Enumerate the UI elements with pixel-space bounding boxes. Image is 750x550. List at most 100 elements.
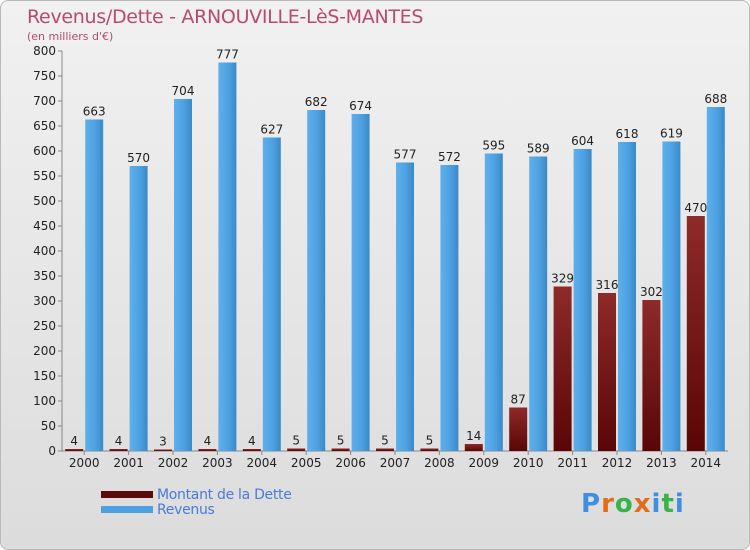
x-tick-label: 2007 (380, 456, 411, 470)
bar-dette (109, 449, 128, 451)
y-tick-label: 250 (33, 319, 56, 333)
data-label-dette: 5 (292, 434, 300, 448)
bar-dette (242, 449, 261, 451)
bar-revenus (218, 62, 237, 451)
x-tick-label: 2005 (291, 456, 322, 470)
data-label-dette: 5 (381, 434, 389, 448)
data-label-revenus: 663 (83, 105, 106, 119)
bar-revenus (307, 110, 326, 451)
bar-revenus (618, 142, 636, 451)
x-tick-label: 2000 (69, 456, 100, 470)
proxiti-logo: Proxiti (581, 489, 685, 519)
logo-letter: r (601, 489, 615, 519)
bar-revenus (662, 141, 681, 451)
data-label-dette: 470 (684, 201, 707, 215)
data-label-dette: 4 (248, 434, 256, 448)
data-label-revenus: 589 (527, 142, 550, 156)
logo-letter: P (581, 489, 602, 519)
data-label-revenus: 618 (616, 127, 639, 141)
bar-revenus (573, 149, 592, 451)
bar-revenus (85, 119, 104, 451)
bar-dette (598, 293, 616, 451)
legend-label-revenus: Revenus (157, 502, 215, 518)
bar-revenus (129, 166, 148, 451)
logo-letter: t (661, 489, 675, 519)
y-tick-label: 50 (41, 419, 56, 433)
data-label-revenus: 682 (305, 95, 328, 109)
chart-title: Revenus/Dette - ARNOUVILLE-LèS-MANTES (27, 6, 424, 28)
logo-letter: i (674, 489, 685, 519)
x-tick-label: 2014 (691, 456, 722, 470)
data-label-revenus: 604 (571, 134, 594, 148)
y-tick-label: 700 (33, 94, 56, 108)
x-tick-label: 2012 (602, 456, 633, 470)
x-tick-label: 2010 (513, 456, 544, 470)
data-label-revenus: 619 (660, 127, 683, 141)
data-label-revenus: 570 (127, 151, 150, 165)
bar-dette (553, 286, 572, 451)
x-tick-label: 2001 (113, 456, 144, 470)
y-tick-label: 200 (33, 344, 56, 358)
bar-revenus (440, 165, 459, 451)
data-label-dette: 87 (511, 393, 526, 407)
bar-dette (642, 300, 661, 451)
data-label-revenus: 688 (704, 92, 727, 106)
bars (65, 62, 725, 451)
y-tick-label: 400 (33, 244, 56, 258)
logo-letter: o (614, 489, 634, 519)
bar-dette (686, 216, 705, 451)
legend-swatch-revenus (101, 506, 153, 513)
data-label-revenus: 627 (260, 123, 283, 137)
data-label-dette: 14 (466, 429, 481, 443)
x-tick-label: 2006 (335, 456, 366, 470)
bar-revenus (484, 153, 503, 451)
logo-letter: i (651, 489, 662, 519)
axes: 0 50 100 150 200 250 300 350 400 450 500 550 600 650 7… (33, 44, 728, 470)
bar-dette (376, 448, 394, 451)
legend-swatch-dette (101, 491, 153, 498)
data-label-dette: 5 (426, 434, 434, 448)
x-tick-label: 2003 (202, 456, 233, 470)
bar-dette (65, 449, 84, 451)
y-tick-label: 450 (33, 219, 56, 233)
x-tick-label: 2004 (247, 456, 278, 470)
x-tick-label: 2002 (158, 456, 189, 470)
bar-dette (287, 448, 306, 451)
data-label-dette: 4 (70, 434, 78, 448)
bar-revenus (706, 107, 725, 451)
y-tick-label: 650 (33, 119, 56, 133)
data-label-dette: 316 (596, 278, 619, 292)
bar-dette (154, 449, 172, 451)
x-tick-label: 2011 (557, 456, 588, 470)
data-label-dette: 329 (551, 272, 574, 286)
logo-letter: x (633, 489, 652, 519)
bar-revenus (529, 156, 548, 451)
data-label-revenus: 704 (172, 84, 195, 98)
data-label-dette: 5 (337, 434, 345, 448)
chart-subtitle: (en milliers d'€) (27, 30, 114, 43)
x-tick-label: 2009 (469, 456, 500, 470)
y-tick-label: 550 (33, 169, 56, 183)
data-labels: 4 663 4 570 3 704 4 777 4 627 5 682 5 674 5 577 5 572 14 59… (70, 48, 727, 449)
y-tick-label: 350 (33, 269, 56, 283)
bar-revenus (174, 99, 192, 451)
bar-revenus (262, 137, 281, 451)
bar-dette (509, 407, 528, 451)
data-label-dette: 4 (115, 434, 123, 448)
y-tick-label: 150 (33, 369, 56, 383)
y-tick-label: 300 (33, 294, 56, 308)
y-tick-label: 800 (33, 44, 56, 58)
data-label-revenus: 572 (438, 150, 461, 164)
bar-dette (331, 448, 350, 451)
bar-dette (464, 444, 483, 451)
bar-revenus (396, 162, 414, 451)
y-tick-label: 750 (33, 69, 56, 83)
legend-label-dette: Montant de la Dette (157, 487, 292, 503)
y-tick-label: 100 (33, 394, 56, 408)
y-tick-label: 600 (33, 144, 56, 158)
y-tick-label: 0 (48, 444, 56, 458)
data-label-dette: 4 (204, 434, 212, 448)
bar-revenus (351, 114, 370, 451)
y-tick-label: 500 (33, 194, 56, 208)
